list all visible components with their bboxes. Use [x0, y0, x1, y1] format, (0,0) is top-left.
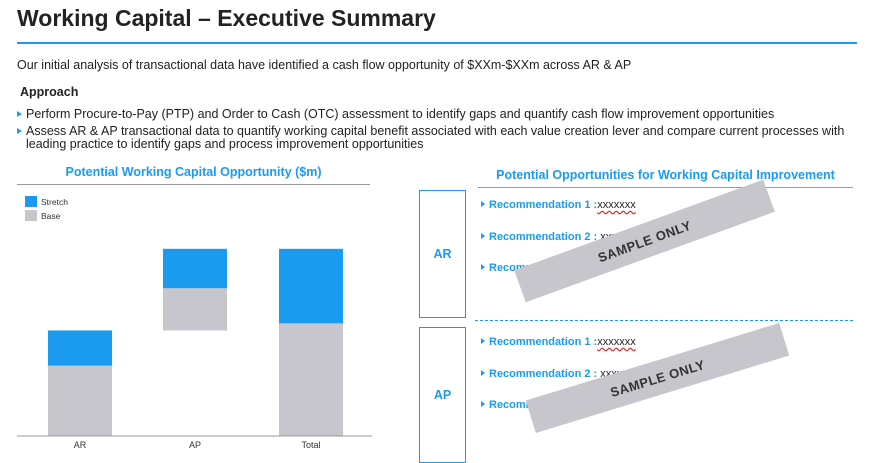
x-tick-label: Total — [301, 440, 320, 450]
chart-section-heading: Potential Working Capital Opportunity ($… — [65, 165, 322, 179]
ap-recommendation-1: Recommendation 1 :xxxxxxx — [481, 336, 636, 348]
bar-base-ar — [48, 365, 112, 436]
bullet-triangle-icon — [481, 264, 485, 270]
opportunities-section-divider — [478, 187, 853, 188]
ar-group-label: AR — [419, 190, 466, 318]
x-tick-label: AP — [189, 440, 201, 450]
legend-label-stretch: Stretch — [41, 197, 68, 207]
chart-section-divider — [17, 184, 370, 185]
group-separator — [475, 320, 853, 321]
approach-bullet-list: Perform Procure-to-Pay (PTP) and Order t… — [17, 107, 852, 155]
approach-bullet-text: Perform Procure-to-Pay (PTP) and Order t… — [26, 107, 775, 121]
bar-stretch-ap — [163, 248, 227, 289]
page-title: Working Capital – Executive Summary — [17, 5, 436, 31]
ap-recommendation-3: Recomm — [481, 399, 535, 411]
legend-swatch-stretch — [25, 196, 37, 207]
bullet-triangle-icon — [17, 111, 22, 117]
bullet-triangle-icon — [481, 370, 485, 376]
ap-group-label: AP — [419, 327, 466, 463]
opportunities-section-heading: Potential Opportunities for Working Capi… — [496, 168, 835, 182]
intro-text: Our initial analysis of transactional da… — [17, 58, 632, 72]
legend-swatch-base — [25, 210, 37, 221]
approach-bullet: Assess AR & AP transactional data to qua… — [17, 123, 852, 152]
bullet-triangle-icon — [481, 338, 485, 344]
bar-stretch-ar — [48, 330, 112, 366]
working-capital-chart: AR AP Total Stretch Base — [17, 196, 372, 450]
legend-label-base: Base — [41, 211, 61, 221]
bullet-triangle-icon — [17, 127, 22, 134]
approach-heading: Approach — [20, 85, 79, 99]
title-divider — [17, 42, 857, 44]
bar-base-ap — [163, 288, 227, 331]
bullet-triangle-icon — [481, 401, 485, 407]
approach-bullet-text: Assess AR & AP transactional data to qua… — [26, 123, 845, 151]
ar-recommendation-1: Recommendation 1 :xxxxxxx — [481, 199, 636, 211]
bullet-triangle-icon — [481, 201, 485, 207]
bar-stretch-total — [279, 248, 343, 324]
bullet-triangle-icon — [481, 233, 485, 239]
approach-bullet: Perform Procure-to-Pay (PTP) and Order t… — [17, 107, 852, 122]
x-tick-label: AR — [74, 440, 87, 450]
bar-base-total — [279, 323, 343, 436]
